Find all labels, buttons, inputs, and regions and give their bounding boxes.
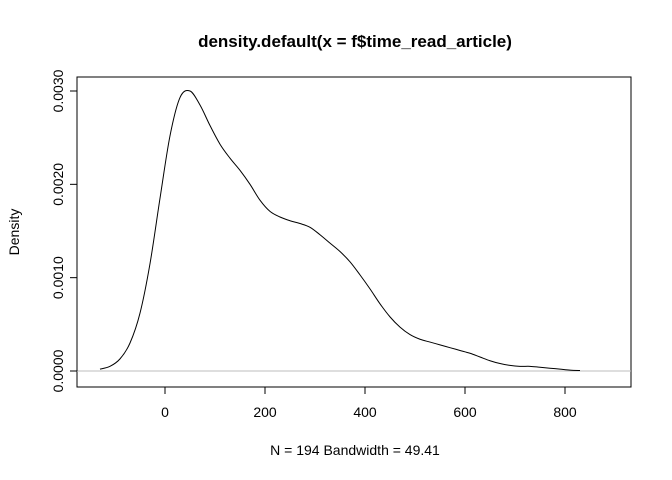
density-curve xyxy=(99,89,581,372)
x-tick-label: 0 xyxy=(161,404,169,420)
x-axis: 0 200 400 600 800 xyxy=(161,386,577,420)
x-tick-label: 600 xyxy=(453,404,477,420)
x-axis-label: N = 194 Bandwidth = 49.41 xyxy=(270,442,440,458)
y-axis-label: Density xyxy=(6,209,22,256)
plot-frame xyxy=(76,76,632,388)
x-tick-label: 800 xyxy=(553,404,577,420)
x-tick-label: 400 xyxy=(353,404,377,420)
y-tick-label: 0.0020 xyxy=(50,163,66,206)
y-tick-label: 0.0030 xyxy=(50,69,66,112)
y-axis: 0.0000 0.0010 0.0020 0.0030 xyxy=(50,69,78,392)
chart-title: density.default(x = f$time_read_article) xyxy=(198,32,512,51)
y-tick-label: 0.0010 xyxy=(50,256,66,299)
x-tick-label: 200 xyxy=(253,404,277,420)
y-tick-label: 0.0000 xyxy=(50,349,66,392)
